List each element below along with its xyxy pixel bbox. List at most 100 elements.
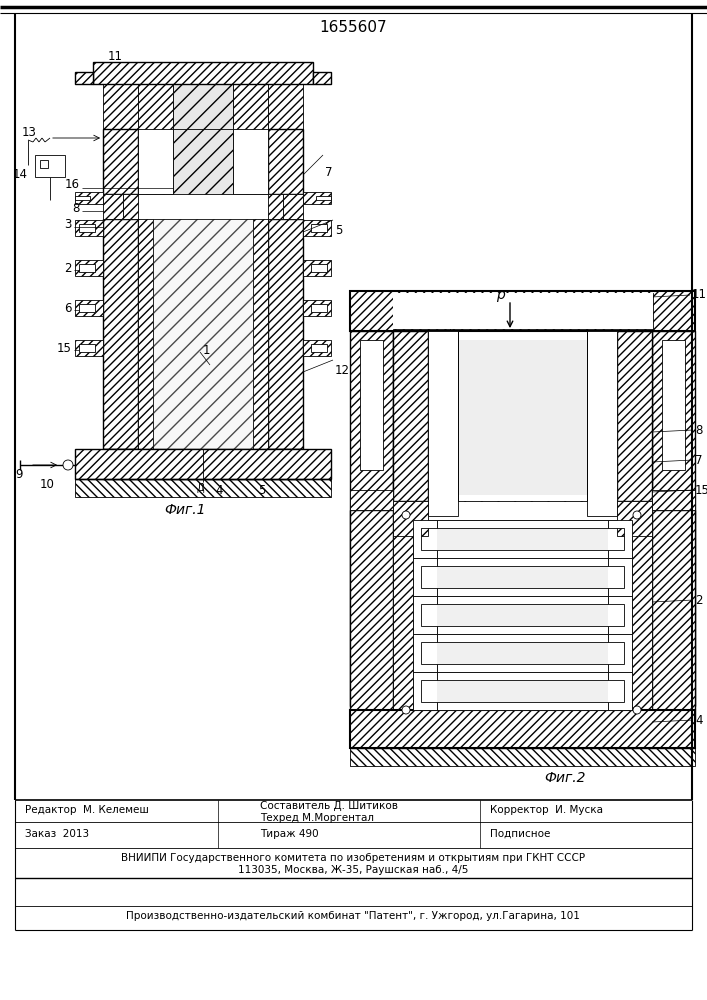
Text: p: p	[496, 288, 504, 302]
Text: 11: 11	[692, 288, 707, 302]
Bar	[173, 129, 233, 194]
Bar	[587, 331, 617, 516]
Bar	[138, 84, 173, 194]
Text: 14: 14	[13, 168, 28, 182]
Bar	[268, 129, 303, 194]
Bar	[393, 293, 653, 329]
Bar	[138, 219, 153, 449]
Bar	[458, 331, 587, 501]
Text: Фиг.1: Фиг.1	[164, 503, 206, 517]
Bar	[268, 194, 283, 219]
Text: 4: 4	[215, 484, 223, 496]
Bar	[652, 510, 695, 720]
Text: 1655607: 1655607	[319, 19, 387, 34]
Bar	[123, 194, 138, 219]
Bar	[437, 528, 608, 550]
Text: Производственно-издательский комбинат "Патент", г. Ужгород, ул.Гагарина, 101: Производственно-издательский комбинат "П…	[126, 911, 580, 921]
Bar	[138, 129, 268, 194]
Circle shape	[402, 511, 410, 519]
Text: 5: 5	[335, 224, 342, 236]
Text: Составитель Д. Шитиков: Составитель Д. Шитиков	[260, 801, 398, 811]
Bar	[393, 501, 428, 536]
Polygon shape	[303, 220, 331, 236]
Polygon shape	[75, 192, 103, 204]
Bar	[40, 160, 48, 168]
Bar	[632, 510, 652, 720]
Bar	[393, 293, 653, 329]
Polygon shape	[79, 264, 95, 272]
Bar	[437, 634, 608, 642]
Polygon shape	[311, 224, 327, 232]
Text: 9: 9	[15, 468, 23, 482]
Bar	[413, 520, 632, 710]
Bar	[617, 501, 652, 536]
Bar	[268, 219, 303, 449]
Text: 11: 11	[107, 50, 122, 64]
Text: 1: 1	[203, 344, 211, 357]
Polygon shape	[75, 196, 90, 200]
Bar	[75, 449, 331, 479]
Bar	[393, 510, 413, 720]
Bar	[437, 566, 608, 588]
Bar	[458, 331, 587, 501]
Bar	[437, 680, 608, 702]
Text: Подписное: Подписное	[490, 829, 550, 839]
Polygon shape	[79, 344, 95, 352]
Bar	[437, 520, 608, 528]
Text: Корректор  И. Муска: Корректор И. Муска	[490, 805, 603, 815]
Bar	[93, 62, 313, 84]
Polygon shape	[608, 520, 632, 558]
Bar	[253, 219, 268, 449]
Bar	[450, 293, 595, 329]
Bar	[153, 219, 253, 449]
Text: 16: 16	[65, 178, 80, 192]
Text: 113035, Москва, Ж-35, Раушская наб., 4/5: 113035, Москва, Ж-35, Раушская наб., 4/5	[238, 865, 468, 875]
Text: 6: 6	[64, 302, 72, 314]
Polygon shape	[303, 340, 331, 356]
Bar	[350, 331, 393, 706]
Bar	[350, 710, 695, 748]
Polygon shape	[608, 558, 632, 596]
Bar	[652, 331, 695, 706]
Polygon shape	[413, 596, 437, 634]
Bar	[428, 331, 458, 516]
Text: 5: 5	[258, 484, 265, 496]
Bar	[617, 331, 652, 501]
Polygon shape	[79, 224, 95, 232]
Bar	[350, 291, 695, 331]
Bar	[437, 558, 608, 566]
Polygon shape	[413, 558, 437, 596]
Bar	[153, 219, 253, 449]
Text: 8: 8	[695, 424, 702, 436]
Bar	[103, 219, 138, 449]
Bar	[75, 72, 93, 84]
Polygon shape	[75, 220, 103, 236]
Bar	[437, 550, 608, 558]
Bar	[393, 331, 428, 501]
Text: 15: 15	[57, 342, 72, 355]
Polygon shape	[303, 260, 331, 276]
Polygon shape	[75, 260, 103, 276]
Polygon shape	[303, 300, 331, 316]
Polygon shape	[608, 672, 632, 710]
Text: Техред М.Моргентал: Техред М.Моргентал	[260, 813, 374, 823]
Bar	[233, 84, 268, 194]
Bar	[283, 194, 303, 219]
Bar	[103, 194, 123, 219]
Text: 8: 8	[73, 202, 80, 215]
Bar	[350, 510, 393, 720]
Bar	[350, 748, 695, 766]
Text: Заказ  2013: Заказ 2013	[25, 829, 89, 839]
Polygon shape	[75, 340, 103, 356]
Bar	[662, 340, 685, 470]
Text: 4: 4	[695, 714, 703, 726]
Circle shape	[633, 511, 641, 519]
Polygon shape	[413, 672, 437, 710]
Polygon shape	[413, 520, 437, 558]
Text: 2: 2	[695, 593, 703, 606]
Text: 2: 2	[64, 261, 72, 274]
Text: ВНИИПИ Государственного комитета по изобретениям и открытиям при ГКНТ СССР: ВНИИПИ Государственного комитета по изоб…	[121, 853, 585, 863]
Text: 7: 7	[325, 165, 332, 178]
Bar	[173, 84, 233, 154]
Bar	[437, 672, 608, 680]
